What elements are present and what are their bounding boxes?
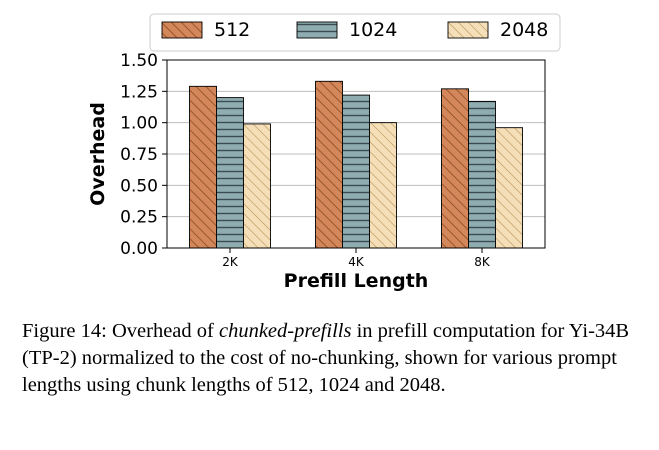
x-tick-label: 8K [474,255,491,269]
bar-hatch [216,97,244,249]
bar-hatch [243,123,271,249]
x-tick-label: 2K [222,255,239,269]
caption-suffix: in prefill computation for Yi-34B (TP-2)… [22,320,630,396]
bar-hatch [468,100,496,249]
x-axis-ticks: 2K 4K 8K [222,248,491,269]
legend: 512 1024 2048 [149,13,561,52]
bar-chart: 512 1024 2048 0.00 0.25 0.50 0.75 1.00 1.25 1.50… [87,13,561,292]
bar-hatch [189,85,217,249]
y-tick-label: 0.50 [120,176,158,196]
y-tick-label: 1.00 [120,114,158,134]
figure-caption: Figure 14: Overhead of chunked-prefills … [22,318,642,399]
legend-patch-hatch [447,21,489,39]
y-tick-label: 0.00 [120,239,158,259]
bar-hatch [342,94,370,249]
y-axis-label: Overhead [87,102,109,206]
y-tick-label: 0.25 [120,208,158,228]
y-tick-label: 1.25 [120,82,158,102]
x-axis-label: Prefill Length [284,270,429,292]
x-tick-label: 4K [348,255,365,269]
bar-hatch [495,127,523,249]
bar-hatch [315,80,343,249]
bar-hatch [369,122,397,249]
caption-prefix: Figure 14: Overhead of [22,320,219,342]
y-tick-label: 1.50 [120,51,158,71]
bars [189,80,523,249]
y-tick-label: 0.75 [120,145,158,165]
caption-emphasis: chunked-prefills [218,320,352,342]
y-axis-ticks: 0.00 0.25 0.50 0.75 1.00 1.25 1.50 [120,51,167,259]
legend-label-2048: 2048 [500,19,548,41]
legend-patch-hatch [161,21,203,39]
legend-label-1024: 1024 [349,19,397,41]
bar-hatch [441,88,469,249]
legend-patch-hatch [296,21,338,39]
legend-label-512: 512 [214,19,250,41]
